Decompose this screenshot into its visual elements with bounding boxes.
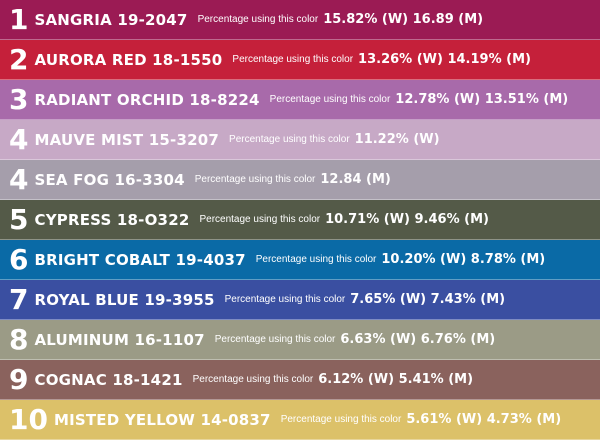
color-name: MAUVE MIST 15-3207 — [34, 130, 220, 149]
rank-number: 2 — [9, 42, 29, 76]
color-row-radiant-orchid-18-8224: 3 RADIANT ORCHID 18-8224 Percentage using … — [0, 80, 600, 120]
color-name: ROYAL BLUE 19-3955 — [34, 290, 215, 309]
color-row-bright-cobalt-19-4037: 6 BRIGHT COBALT 19-4037 Percentage using t… — [0, 240, 600, 280]
color-name: MISTED YELLOW 14-0837 — [53, 410, 271, 429]
percentage-label: Percentage using this color — [280, 414, 402, 425]
percentage-value: 12.84 (M) — [320, 172, 391, 187]
rank-number: 5 — [9, 202, 29, 236]
percentage-value: 7.65% (W) 7.43% (M) — [350, 292, 506, 307]
color-row-aurora-red-18-1550: 2 AURORA RED 18-1550 Percentage using this… — [0, 40, 600, 80]
color-name: RADIANT ORCHID 18-8224 — [34, 90, 260, 109]
color-row-misted-yellow-14-0837: 10 MISTED YELLOW 14-0837 Percentage using … — [0, 400, 600, 440]
percentage-value: 10.20% (W) 8.78% (M) — [381, 252, 546, 267]
color-row-mauve-mist-15-3207: 4 MAUVE MIST 15-3207 Percentage using this… — [0, 120, 600, 160]
percentage-label: Percentage using this color — [199, 214, 321, 225]
rank-number: 9 — [9, 362, 29, 396]
color-row-royal-blue-19-3955: 7 ROYAL BLUE 19-3955 Percentage using this… — [0, 280, 600, 320]
color-row-sea-fog-16-3304: 4 SEA FOG 16-3304 Percentage using this co… — [0, 160, 600, 200]
percentage-value: 12.78% (W) 13.51% (M) — [395, 92, 569, 107]
percentage-label: Percentage using this color — [232, 54, 354, 65]
rank-number: 8 — [9, 322, 29, 356]
rank-number: 4 — [9, 162, 29, 196]
percentage-label: Percentage using this color — [214, 334, 336, 345]
rank-number: 10 — [9, 402, 48, 436]
percentage-label: Percentage using this color — [229, 134, 350, 145]
color-name: SANGRIA 19-2047 — [34, 10, 188, 29]
rank-number: 1 — [9, 2, 29, 36]
percentage-value: 11.22% (W) — [354, 132, 440, 147]
percentage-label: Percentage using this color — [192, 374, 314, 385]
color-name: BRIGHT COBALT 19-4037 — [34, 250, 246, 269]
color-row-aluminum-16-1107: 8 ALUMINUM 16-1107 Percentage using this c… — [0, 320, 600, 360]
color-row-sangria-19-2047: 1 SANGRIA 19-2047 Percentage using this co… — [0, 0, 600, 40]
percentage-value: 5.61% (W) 4.73% (M) — [406, 412, 562, 427]
percentage-label: Percentage using this color — [197, 14, 319, 25]
percentage-label: Percentage using this color — [255, 254, 377, 265]
rank-number: 3 — [9, 82, 29, 116]
color-name: SEA FOG 16-3304 — [34, 170, 185, 189]
percentage-value: 15.82% (W) 16.89 (M) — [323, 12, 484, 27]
percentage-label: Percentage using this color — [269, 94, 391, 105]
color-row-cypress-18-o322: 5 CYPRESS 18-O322 Percentage using this co… — [0, 200, 600, 240]
percentage-value: 13.26% (W) 14.19% (M) — [358, 52, 531, 67]
percentage-value: 10.71% (W) 9.46% (M) — [325, 212, 489, 227]
color-name: ALUMINUM 16-1107 — [34, 330, 205, 349]
rank-number: 6 — [9, 242, 29, 276]
color-name: AURORA RED 18-1550 — [34, 50, 223, 69]
percentage-label: Percentage using this color — [224, 294, 346, 305]
color-name: COGNAC 18-1421 — [34, 370, 183, 389]
percentage-label: Percentage using this color — [194, 174, 316, 185]
color-row-cognac-18-1421: 9 COGNAC 18-1421 Percentage using this col… — [0, 360, 600, 400]
percentage-value: 6.63% (W) 6.76% (M) — [340, 332, 496, 347]
rank-number: 4 — [9, 122, 29, 156]
rank-number: 7 — [9, 282, 29, 316]
color-name: CYPRESS 18-O322 — [34, 210, 190, 229]
percentage-value: 6.12% (W) 5.41% (M) — [318, 372, 474, 387]
